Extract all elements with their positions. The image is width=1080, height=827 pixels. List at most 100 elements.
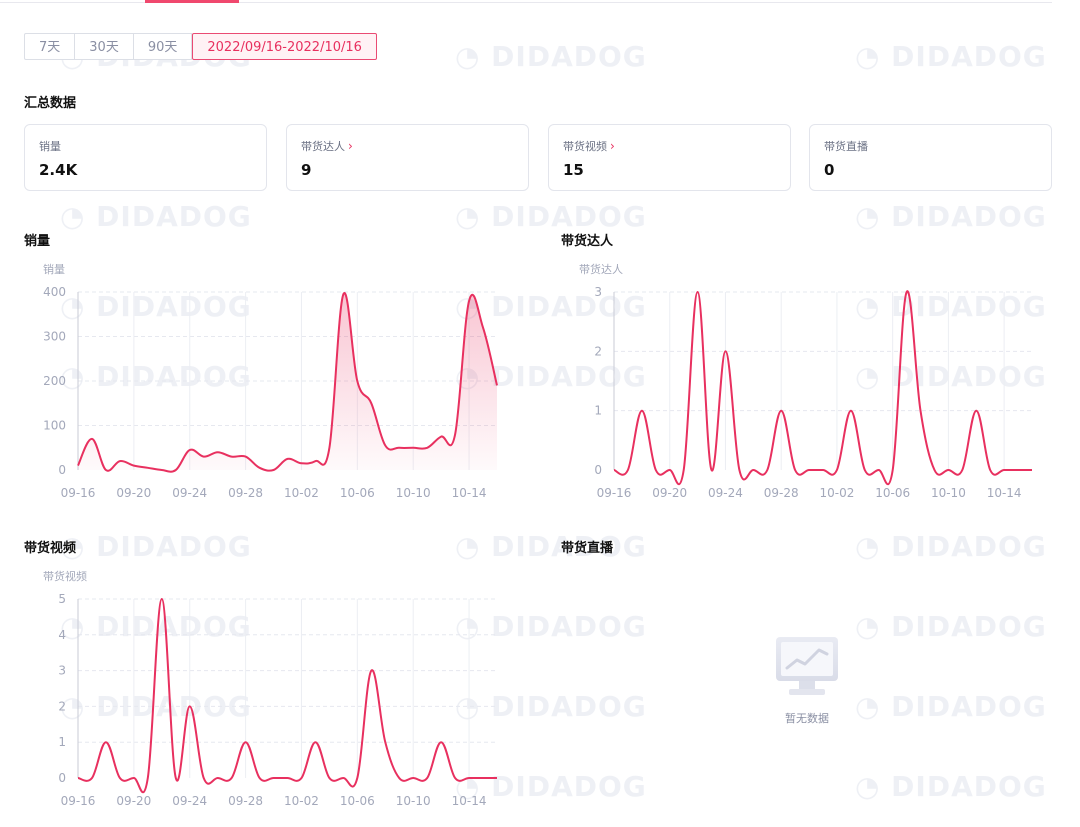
x-tick-label: 09-24 bbox=[708, 486, 743, 500]
x-tick-label: 09-16 bbox=[597, 486, 632, 500]
data-point bbox=[426, 777, 428, 779]
chart-title-live: 带货直播 bbox=[561, 541, 614, 556]
x-tick-label: 10-10 bbox=[396, 486, 431, 500]
y-tick-label: 2 bbox=[594, 344, 602, 358]
data-point bbox=[77, 777, 79, 779]
range-tab-30d[interactable]: 30天 bbox=[75, 33, 134, 60]
data-point bbox=[286, 777, 288, 779]
data-point bbox=[356, 777, 358, 779]
card-label: 销量 bbox=[39, 140, 61, 153]
x-tick-label: 09-28 bbox=[228, 486, 263, 500]
x-tick-label: 10-02 bbox=[284, 794, 319, 808]
x-tick-label: 10-14 bbox=[452, 486, 487, 500]
x-tick-label: 10-02 bbox=[284, 486, 319, 500]
empty-state: 暂无数据 bbox=[775, 636, 839, 725]
y-axis-title: 销量 bbox=[43, 262, 65, 276]
data-point bbox=[454, 777, 456, 779]
y-axis-title: 带货视频 bbox=[43, 569, 87, 583]
y-tick-label: 1 bbox=[594, 404, 602, 418]
range-tab-90d[interactable]: 90天 bbox=[133, 33, 193, 60]
date-range-tabs: 7天 30天 90天 2022/09/16-2022/10/16 bbox=[24, 33, 377, 60]
data-point bbox=[482, 777, 484, 779]
x-tick-label: 10-14 bbox=[452, 794, 487, 808]
x-tick-label: 09-28 bbox=[764, 486, 799, 500]
x-tick-label: 09-20 bbox=[116, 794, 151, 808]
x-tick-label: 10-06 bbox=[340, 486, 375, 500]
card-value: 9 bbox=[301, 161, 312, 179]
data-point bbox=[328, 777, 330, 779]
data-point bbox=[384, 741, 386, 743]
y-tick-label: 0 bbox=[58, 463, 66, 477]
card-value: 0 bbox=[824, 161, 835, 179]
series-line bbox=[613, 290, 1032, 486]
chart-title-influencers: 带货达人 bbox=[561, 234, 614, 249]
data-point bbox=[272, 777, 274, 779]
data-point bbox=[119, 777, 121, 779]
x-tick-label: 09-24 bbox=[172, 486, 207, 500]
data-point bbox=[342, 777, 344, 779]
x-tick-label: 10-06 bbox=[340, 794, 375, 808]
x-tick-label: 10-02 bbox=[819, 486, 854, 500]
series-line bbox=[77, 292, 498, 473]
data-point bbox=[370, 669, 372, 671]
data-point bbox=[91, 777, 93, 779]
data-point bbox=[244, 741, 246, 743]
summary-card-influencers[interactable]: 带货达人 › 9 bbox=[286, 124, 529, 191]
data-point bbox=[175, 777, 177, 779]
data-point bbox=[203, 777, 205, 779]
x-tick-label: 09-28 bbox=[228, 794, 263, 808]
range-tab-custom[interactable]: 2022/09/16-2022/10/16 bbox=[192, 33, 377, 60]
data-point bbox=[468, 777, 470, 779]
series-line bbox=[77, 598, 497, 794]
summary-card-sales: 销量 2.4K bbox=[24, 124, 267, 191]
card-value: 2.4K bbox=[39, 161, 78, 179]
y-tick-label: 0 bbox=[58, 771, 66, 785]
x-tick-label: 10-10 bbox=[396, 794, 431, 808]
chevron-right-icon: › bbox=[610, 139, 615, 153]
y-tick-label: 400 bbox=[43, 285, 66, 299]
data-point bbox=[300, 777, 302, 779]
x-tick-label: 10-10 bbox=[931, 486, 966, 500]
x-tick-label: 10-06 bbox=[875, 486, 910, 500]
data-point bbox=[496, 777, 498, 779]
data-point bbox=[440, 741, 442, 743]
range-tab-7d[interactable]: 7天 bbox=[24, 33, 76, 60]
y-tick-label: 200 bbox=[43, 374, 66, 388]
y-tick-label: 2 bbox=[58, 699, 66, 713]
data-point bbox=[412, 777, 414, 779]
active-tab-indicator bbox=[145, 0, 239, 3]
chart-title-videos: 带货视频 bbox=[24, 541, 77, 556]
top-divider bbox=[0, 2, 1052, 3]
empty-text: 暂无数据 bbox=[785, 712, 829, 725]
data-point bbox=[230, 777, 232, 779]
x-tick-label: 09-16 bbox=[61, 486, 96, 500]
data-point bbox=[216, 777, 218, 779]
y-tick-label: 1 bbox=[58, 735, 66, 749]
data-point bbox=[161, 598, 163, 600]
y-axis-title: 带货达人 bbox=[579, 262, 623, 276]
x-tick-label: 09-20 bbox=[652, 486, 687, 500]
y-tick-label: 0 bbox=[594, 463, 602, 477]
data-point bbox=[133, 777, 135, 779]
data-point bbox=[147, 777, 149, 779]
chart-title-sales: 销量 bbox=[24, 234, 51, 249]
x-tick-label: 10-14 bbox=[987, 486, 1022, 500]
summary-card-videos[interactable]: 带货视频 › 15 bbox=[548, 124, 791, 191]
chevron-right-icon: › bbox=[348, 139, 353, 153]
card-value: 15 bbox=[563, 161, 584, 179]
x-tick-label: 09-16 bbox=[61, 794, 96, 808]
card-label: 带货直播 bbox=[824, 140, 868, 153]
data-point bbox=[398, 777, 400, 779]
y-tick-label: 300 bbox=[43, 330, 66, 344]
data-point bbox=[105, 741, 107, 743]
summary-card-live: 带货直播 0 bbox=[809, 124, 1052, 191]
summary-title: 汇总数据 bbox=[24, 96, 77, 111]
data-point bbox=[314, 741, 316, 743]
x-tick-label: 09-24 bbox=[172, 794, 207, 808]
data-point bbox=[258, 777, 260, 779]
y-tick-label: 3 bbox=[594, 285, 602, 299]
y-tick-label: 3 bbox=[58, 664, 66, 678]
